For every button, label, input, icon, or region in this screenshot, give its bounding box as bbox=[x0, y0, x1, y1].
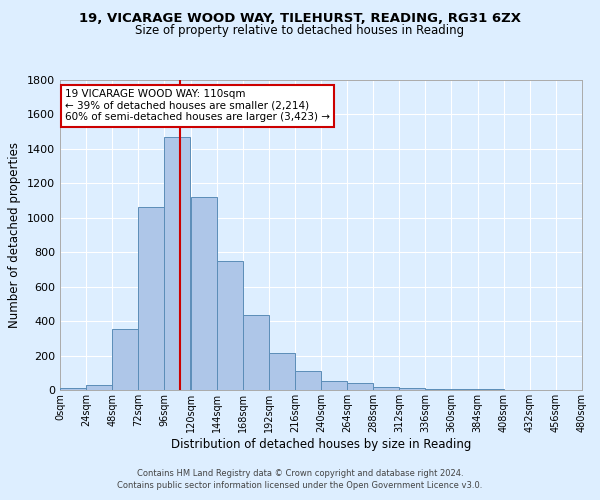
X-axis label: Distribution of detached houses by size in Reading: Distribution of detached houses by size … bbox=[171, 438, 471, 450]
Bar bbox=[112, 329, 138, 390]
Bar bbox=[425, 388, 452, 390]
Bar bbox=[217, 261, 242, 390]
Bar bbox=[400, 388, 425, 390]
Text: 19, VICARAGE WOOD WAY, TILEHURST, READING, RG31 6ZX: 19, VICARAGE WOOD WAY, TILEHURST, READIN… bbox=[79, 12, 521, 26]
Bar bbox=[164, 137, 190, 390]
Bar bbox=[269, 353, 295, 390]
Bar bbox=[321, 380, 347, 390]
Bar bbox=[373, 386, 400, 390]
Bar bbox=[295, 371, 321, 390]
Bar bbox=[347, 383, 373, 390]
Bar bbox=[451, 389, 478, 390]
Text: Contains public sector information licensed under the Open Government Licence v3: Contains public sector information licen… bbox=[118, 481, 482, 490]
Bar bbox=[139, 208, 164, 390]
Bar bbox=[191, 197, 217, 390]
Text: Contains HM Land Registry data © Crown copyright and database right 2024.: Contains HM Land Registry data © Crown c… bbox=[137, 468, 463, 477]
Bar bbox=[60, 388, 86, 390]
Text: Size of property relative to detached houses in Reading: Size of property relative to detached ho… bbox=[136, 24, 464, 37]
Y-axis label: Number of detached properties: Number of detached properties bbox=[8, 142, 22, 328]
Bar bbox=[242, 315, 269, 390]
Bar bbox=[86, 385, 112, 390]
Text: 19 VICARAGE WOOD WAY: 110sqm
← 39% of detached houses are smaller (2,214)
60% of: 19 VICARAGE WOOD WAY: 110sqm ← 39% of de… bbox=[65, 90, 330, 122]
